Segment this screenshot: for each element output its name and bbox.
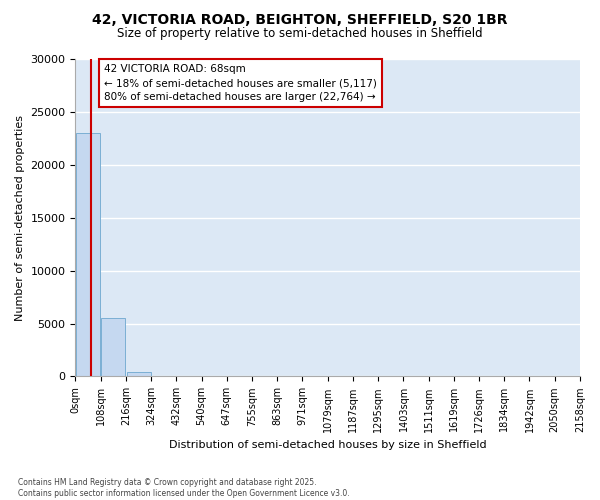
Bar — [101, 318, 125, 376]
Text: Size of property relative to semi-detached houses in Sheffield: Size of property relative to semi-detach… — [117, 28, 483, 40]
Y-axis label: Number of semi-detached properties: Number of semi-detached properties — [15, 114, 25, 320]
Bar — [76, 133, 100, 376]
Text: Contains HM Land Registry data © Crown copyright and database right 2025.
Contai: Contains HM Land Registry data © Crown c… — [18, 478, 350, 498]
Text: 42 VICTORIA ROAD: 68sqm
← 18% of semi-detached houses are smaller (5,117)
80% of: 42 VICTORIA ROAD: 68sqm ← 18% of semi-de… — [104, 64, 377, 102]
Text: 42, VICTORIA ROAD, BEIGHTON, SHEFFIELD, S20 1BR: 42, VICTORIA ROAD, BEIGHTON, SHEFFIELD, … — [92, 12, 508, 26]
X-axis label: Distribution of semi-detached houses by size in Sheffield: Distribution of semi-detached houses by … — [169, 440, 487, 450]
Bar — [127, 372, 151, 376]
